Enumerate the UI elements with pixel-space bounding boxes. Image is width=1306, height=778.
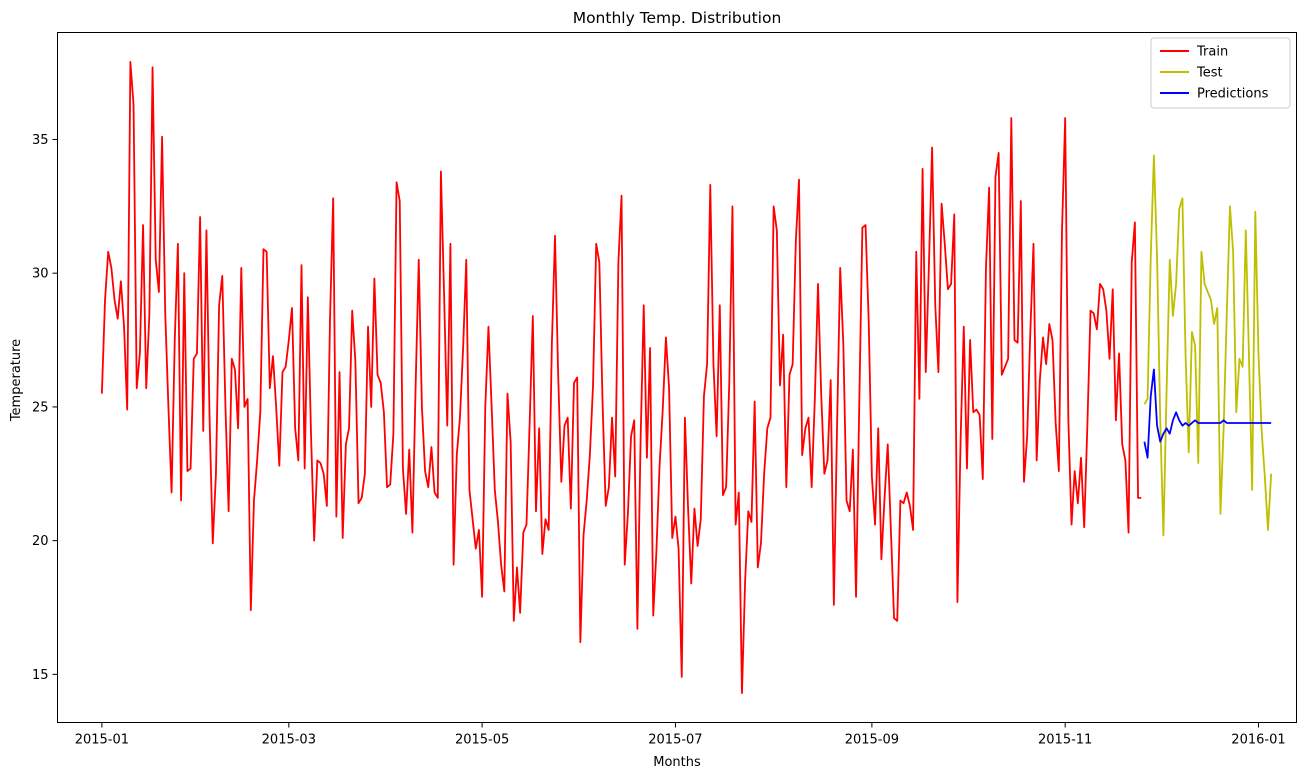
- y-tick-label: 20: [32, 534, 49, 549]
- y-axis-label: Temperature: [9, 339, 24, 422]
- x-tick-label: 2015-01: [75, 733, 129, 748]
- legend-box: [1150, 37, 1291, 109]
- series-line-train: [100, 61, 1142, 694]
- y-tick-label: 15: [32, 668, 49, 683]
- x-tick-label: 2016-01: [1231, 733, 1285, 748]
- ticks-layer: 2015-01 2015-03 2015-05 2015-07 2015-09 2015-…: [32, 133, 1286, 748]
- series-line-test: [1143, 154, 1273, 537]
- legend-label-predictions: Predictions: [1197, 87, 1269, 102]
- chart-title: Monthly Temp. Distribution: [573, 9, 782, 27]
- plot-frame: [57, 32, 1297, 723]
- x-tick-label: 2015-11: [1038, 733, 1092, 748]
- legend-label-train: Train: [1196, 45, 1228, 60]
- x-tick-label: 2015-03: [262, 733, 316, 748]
- y-tick-label: 35: [32, 133, 49, 148]
- y-tick-label: 25: [32, 400, 49, 415]
- x-tick-label: 2015-05: [455, 733, 509, 748]
- series-layer: [100, 61, 1273, 694]
- x-tick-label: 2015-09: [845, 733, 899, 748]
- legend-label-test: Test: [1196, 66, 1223, 81]
- series-line-predictions: [1143, 368, 1272, 459]
- x-tick-label: 2015-07: [648, 733, 702, 748]
- x-axis-label: Months: [653, 755, 701, 770]
- y-tick-label: 30: [32, 267, 49, 282]
- legend: Train Test Predictions: [1150, 37, 1291, 109]
